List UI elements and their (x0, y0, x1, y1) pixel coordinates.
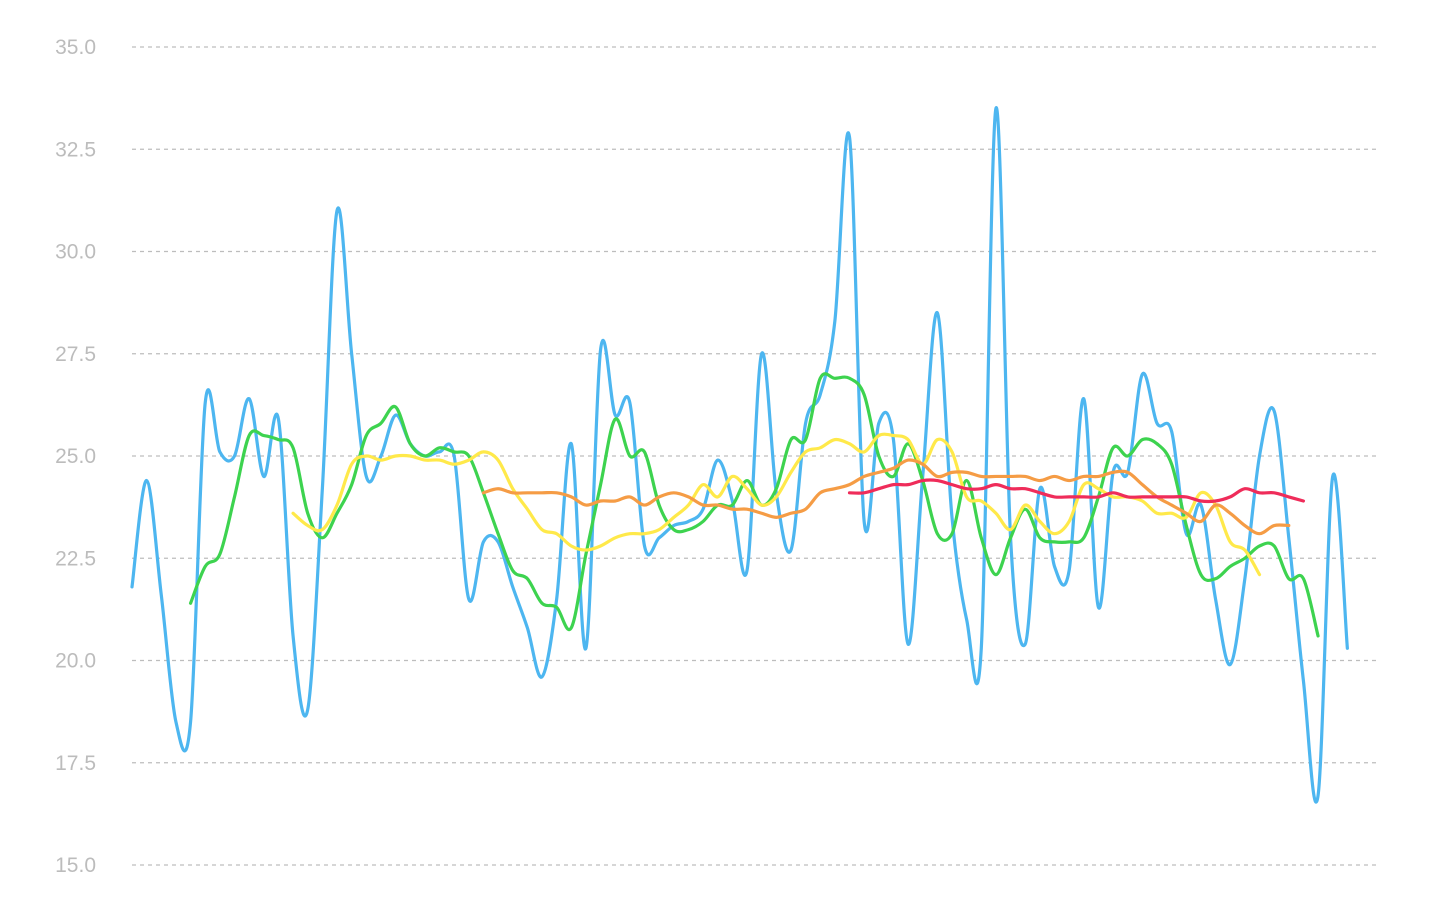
y-tick-label: 25.0 (55, 445, 96, 468)
y-tick-label: 30.0 (55, 241, 96, 264)
y-tick-label: 15.0 (55, 854, 96, 877)
y-tick-label: 20.0 (55, 650, 96, 673)
series-line-2 (188, 372, 1320, 638)
series-lines (130, 106, 1349, 804)
series-line-3 (291, 432, 1262, 577)
series-line-5 (847, 478, 1306, 504)
y-axis-ticks: 15.0 17.5 20.0 22.5 25.0 27.5 30.0 32.5 35.0 (55, 36, 96, 877)
y-tick-label: 17.5 (55, 752, 96, 775)
y-tick-label: 32.5 (55, 138, 96, 161)
series-line-1 (130, 106, 1349, 804)
y-tick-label: 35.0 (55, 36, 96, 59)
y-tick-label: 22.5 (55, 547, 96, 570)
y-tick-label: 27.5 (55, 343, 96, 366)
